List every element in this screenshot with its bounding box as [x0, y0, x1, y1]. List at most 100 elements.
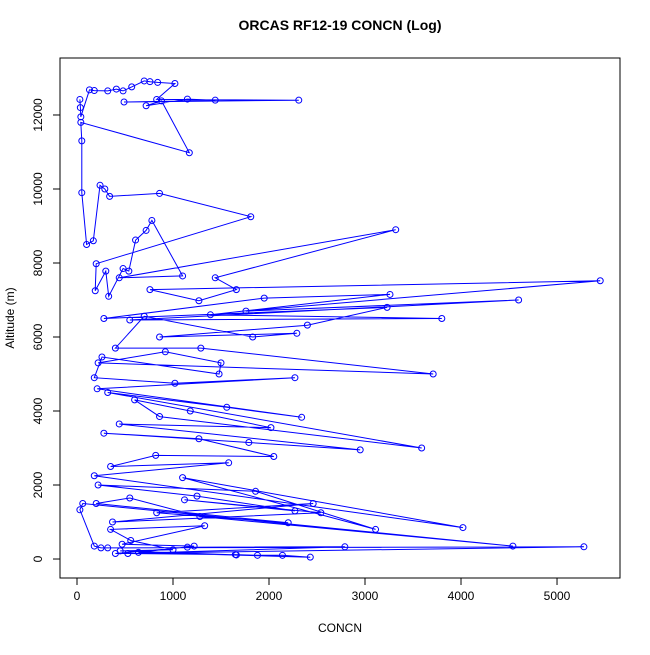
data-point: [124, 549, 132, 557]
data-point: [100, 314, 108, 322]
data-point: [293, 329, 301, 337]
data-point: [303, 321, 311, 329]
data-point: [85, 86, 93, 94]
data-point: [91, 287, 99, 295]
data-point: [125, 267, 133, 275]
data-point: [104, 87, 112, 95]
data-point: [267, 424, 275, 432]
data-point: [119, 87, 127, 95]
data-point: [126, 316, 134, 324]
data-point: [146, 78, 154, 86]
data-point: [76, 506, 84, 514]
data-point: [217, 359, 225, 367]
data-point: [298, 413, 306, 421]
data-point: [92, 260, 100, 268]
data-point: [309, 500, 317, 508]
data-point: [183, 95, 191, 103]
data-point: [132, 236, 140, 244]
data-point: [156, 189, 164, 197]
y-axis-label: Altitude (m): [3, 287, 17, 348]
data-point: [146, 286, 154, 294]
data-point: [242, 307, 250, 315]
data-point: [223, 403, 231, 411]
data-point: [106, 192, 114, 200]
data-point: [107, 463, 115, 471]
y-tick-label: 0: [31, 555, 45, 562]
data-point: [270, 453, 278, 461]
data-point: [140, 312, 148, 320]
data-point: [90, 542, 98, 550]
data-point: [153, 95, 161, 103]
data-point: [291, 507, 299, 515]
data-point: [94, 359, 102, 367]
data-point: [156, 333, 164, 341]
data-point: [118, 540, 126, 548]
data-point: [211, 96, 219, 104]
data-point: [109, 518, 117, 526]
data-point: [383, 303, 391, 311]
data-point: [79, 500, 87, 508]
data-point: [193, 492, 201, 500]
data-point: [153, 509, 161, 517]
data-point: [169, 546, 177, 554]
data-point: [232, 551, 240, 559]
data-point: [278, 551, 286, 559]
data-point: [195, 297, 203, 305]
data-point: [90, 87, 98, 95]
data-point: [107, 525, 115, 533]
data-point: [195, 435, 203, 443]
x-tick-label: 1000: [160, 589, 187, 603]
x-tick-label: 4000: [448, 589, 475, 603]
x-axis-label: CONCN: [318, 621, 362, 635]
data-point: [96, 181, 104, 189]
data-point: [206, 311, 214, 319]
data-point: [252, 487, 260, 495]
data-point: [295, 96, 303, 104]
data-point: [372, 525, 380, 533]
data-point: [171, 80, 179, 88]
data-point: [284, 519, 292, 527]
data-point: [249, 333, 257, 341]
data-point: [104, 544, 112, 552]
data-point: [509, 542, 517, 550]
data-point: [156, 413, 164, 421]
y-tick-label: 10000: [31, 172, 45, 206]
data-point: [438, 314, 446, 322]
data-point: [76, 95, 84, 103]
data-point: [78, 189, 86, 197]
data-point: [418, 444, 426, 452]
data-point: [356, 446, 364, 454]
data-point: [131, 396, 139, 404]
data-point: [77, 118, 85, 126]
data-point: [232, 286, 240, 294]
y-tick-label: 6000: [31, 323, 45, 350]
data-point: [102, 267, 110, 275]
data-point: [201, 522, 209, 530]
data-point: [171, 379, 179, 387]
data-point: [179, 272, 187, 280]
data-point: [142, 226, 150, 234]
data-point: [183, 543, 191, 551]
data-point: [100, 429, 108, 437]
data-point: [115, 420, 123, 428]
data-point: [119, 265, 127, 273]
data-point: [211, 274, 219, 282]
x-tick-label: 0: [74, 589, 81, 603]
data-point: [429, 370, 437, 378]
y-tick-label: 8000: [31, 249, 45, 276]
data-point: [179, 474, 187, 482]
data-point: [215, 370, 223, 378]
data-point: [98, 353, 106, 361]
data-point: [392, 226, 400, 234]
data-point: [247, 213, 255, 221]
data-point: [225, 459, 233, 467]
y-tick-label: 4000: [31, 397, 45, 424]
data-point: [157, 97, 165, 105]
data-point: [76, 104, 84, 112]
x-tick-label: 3000: [352, 589, 379, 603]
data-point: [104, 389, 112, 397]
data-point: [78, 137, 86, 145]
data-point: [306, 553, 314, 561]
